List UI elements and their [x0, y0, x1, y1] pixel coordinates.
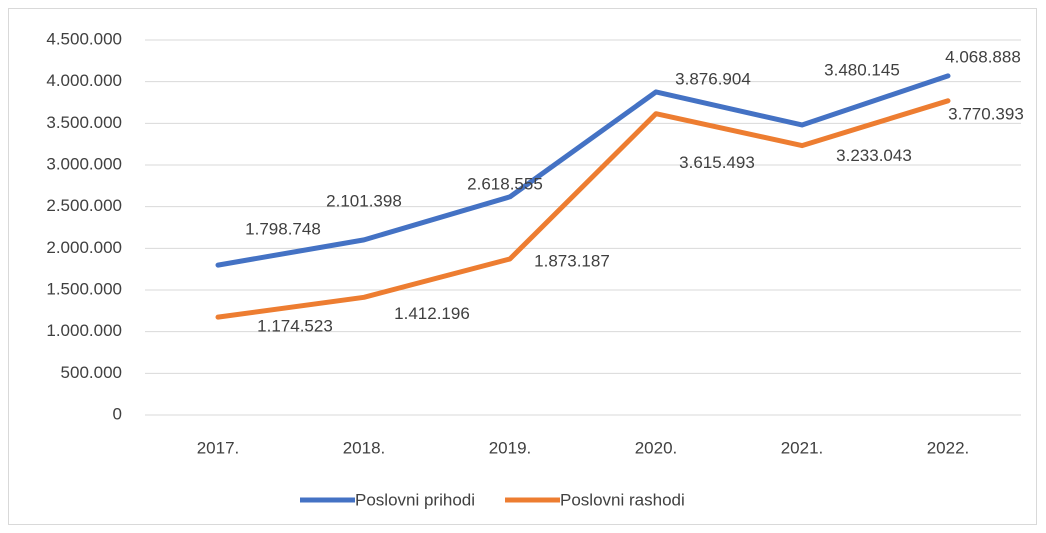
x-tick-label: 2020. — [635, 438, 678, 457]
x-tick-label: 2019. — [489, 438, 532, 457]
y-tick-label: 0 — [113, 404, 122, 423]
x-tick-label: 2017. — [197, 438, 240, 457]
data-label: 3.233.043 — [836, 146, 912, 165]
y-tick-label: 1.000.000 — [46, 321, 122, 340]
y-tick-label: 1.500.000 — [46, 279, 122, 298]
chart-border — [8, 8, 1037, 525]
y-tick-label: 2.000.000 — [46, 238, 122, 257]
data-label: 3.770.393 — [948, 104, 1024, 123]
data-label: 3.876.904 — [675, 69, 751, 88]
legend-label: Poslovni prihodi — [355, 490, 475, 509]
y-tick-label: 4.500.000 — [46, 29, 122, 48]
data-label: 1.798.748 — [245, 220, 321, 239]
legend-label: Poslovni rashodi — [560, 490, 685, 509]
y-tick-label: 4.000.000 — [46, 71, 122, 90]
data-label: 1.873.187 — [534, 251, 610, 270]
y-tick-label: 500.000 — [61, 363, 122, 382]
data-label: 2.101.398 — [326, 191, 402, 210]
series-line — [215, 98, 951, 320]
data-label: 3.480.145 — [824, 60, 900, 79]
x-tick-label: 2018. — [343, 438, 386, 457]
data-label: 3.615.493 — [679, 153, 755, 172]
data-label: 2.618.555 — [467, 174, 543, 193]
data-label: 4.068.888 — [945, 47, 1021, 66]
y-tick-label: 3.000.000 — [46, 154, 122, 173]
y-tick-label: 3.500.000 — [46, 113, 122, 132]
x-tick-label: 2022. — [927, 438, 970, 457]
data-label: 1.174.523 — [257, 317, 333, 336]
y-tick-label: 2.500.000 — [46, 196, 122, 215]
data-label: 1.412.196 — [394, 304, 470, 323]
series-line — [215, 73, 951, 268]
x-tick-label: 2021. — [781, 438, 824, 457]
